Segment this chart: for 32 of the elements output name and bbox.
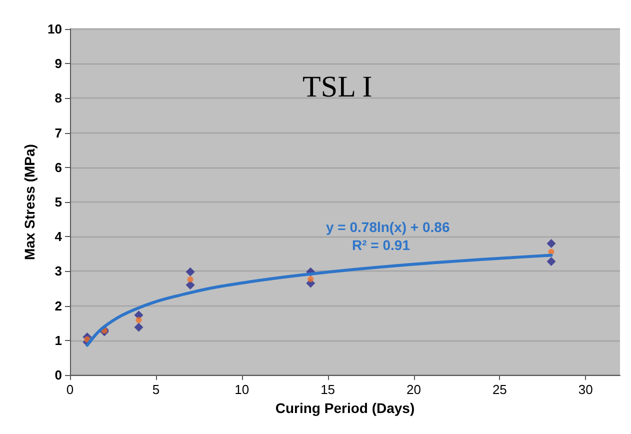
annotation: y = 0.78ln(x) + 0.86 — [326, 219, 450, 235]
point — [136, 316, 142, 323]
y-tick-label: 10 — [48, 22, 62, 36]
x-tick-label: 30 — [578, 382, 593, 397]
x-tick-label: 0 — [66, 382, 74, 397]
y-tick-label: 1 — [54, 332, 62, 348]
point — [186, 267, 195, 276]
y-tick-label: 3 — [54, 264, 62, 279]
x-tick-label: 25 — [492, 382, 507, 397]
x-tick-label: 15 — [320, 382, 336, 397]
point — [546, 239, 556, 248]
point — [134, 322, 144, 332]
x-tick-label: 20 — [406, 382, 421, 397]
y-tick-label: 9 — [54, 56, 62, 72]
point — [187, 276, 194, 282]
point — [546, 257, 556, 266]
point — [186, 280, 195, 290]
x-tick-label: 10 — [234, 382, 250, 397]
x-tick-label: 5 — [152, 382, 160, 397]
point — [548, 248, 554, 255]
text: TSL I — [302, 70, 372, 104]
y-tick-label: 6 — [54, 160, 62, 175]
y-tick-label: 0 — [54, 368, 62, 382]
annotation: R² = 0.91 — [352, 237, 410, 253]
y-tick-label: 8 — [54, 90, 62, 106]
y-tick-label: 2 — [54, 298, 62, 314]
y-tick-label: 4 — [54, 229, 63, 244]
point — [308, 276, 314, 282]
y-tick-label: 5 — [54, 194, 62, 210]
y-axis-title: Max Stress (MPa) — [22, 144, 38, 260]
x-axis-title: Curing Period (Days) — [275, 400, 415, 416]
y-tick-label: 7 — [54, 125, 62, 140]
